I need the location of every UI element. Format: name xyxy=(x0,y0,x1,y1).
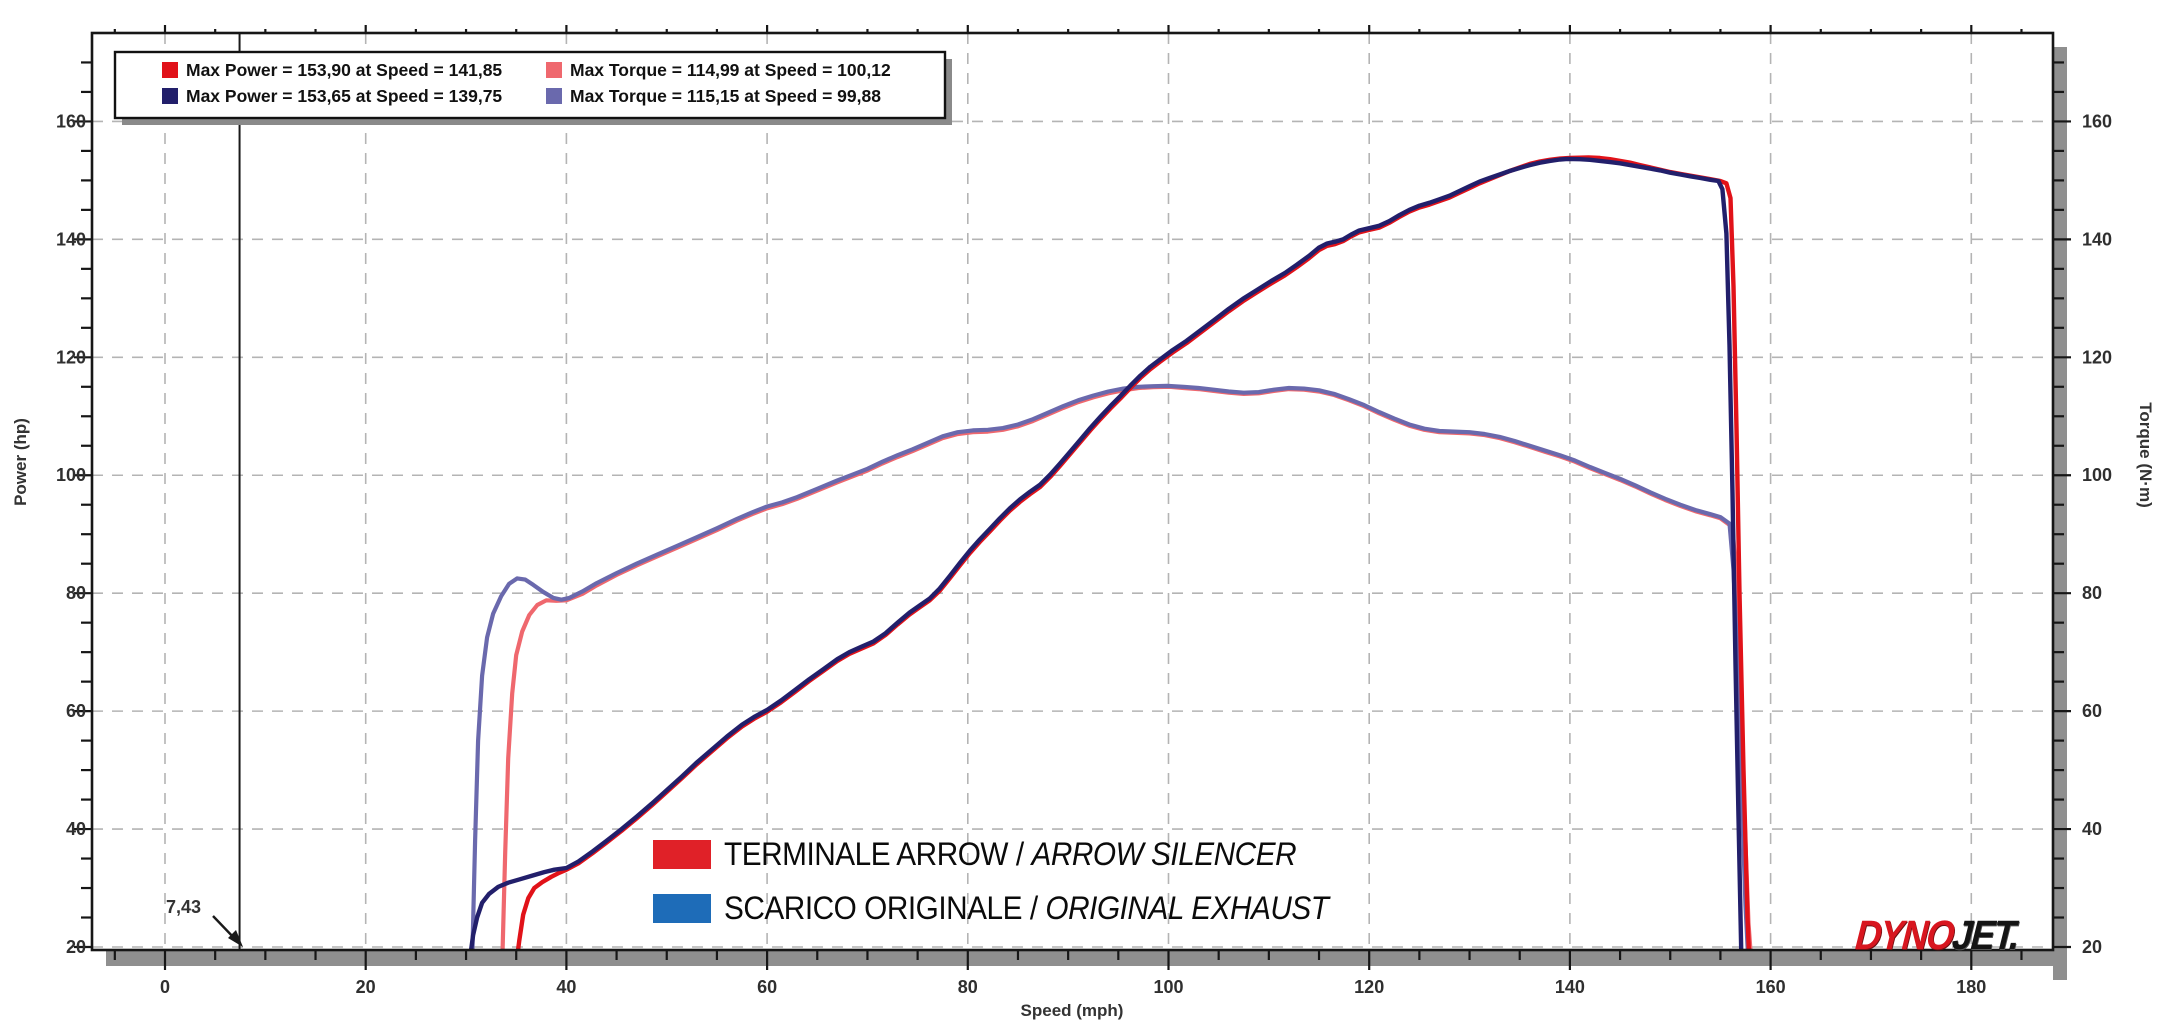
stats-legend-text: Max Torque = 114,99 at Speed = 100,12 xyxy=(570,60,891,80)
legend-entry-label: TERMINALE ARROW / ARROW SILENCER xyxy=(724,836,1297,872)
curves xyxy=(468,155,1753,950)
x-tick-label: 120 xyxy=(1354,977,1384,997)
legend-entry-original: SCARICO ORIGINALE / ORIGINAL EXHAUST xyxy=(653,890,1374,927)
dynojet-logo-dyno: DYNO xyxy=(1850,912,1960,958)
left-tick-label: 60 xyxy=(66,701,86,721)
x-tick-label: 40 xyxy=(556,977,576,997)
x-tick-label: 20 xyxy=(356,977,376,997)
axis-tick-labels: 0 20 40 60 80 100 120 140 160 180 20 20 40 40 60 60 80 80… xyxy=(56,111,2112,997)
right-tick-label: 20 xyxy=(2082,937,2102,957)
left-tick-label: 80 xyxy=(66,583,86,603)
left-axis-title: Power (hp) xyxy=(11,418,30,506)
right-tick-label: 120 xyxy=(2082,347,2112,367)
exhaust-legend: TERMINALE ARROW / ARROW SILENCER SCARICO… xyxy=(653,836,1374,927)
stats-legend-chip xyxy=(162,88,178,104)
original-color-swatch xyxy=(653,894,711,923)
stats-legend-text: Max Power = 153,90 at Speed = 141,85 xyxy=(186,60,502,80)
legend-entry-arrow: TERMINALE ARROW / ARROW SILENCER xyxy=(653,836,1374,873)
bottom-shadow-band xyxy=(106,950,2067,966)
right-tick-label: 40 xyxy=(2082,819,2102,839)
dynojet-logo-jet: JET. xyxy=(1947,912,2025,958)
stats-legend-text: Max Power = 153,65 at Speed = 139,75 xyxy=(186,86,502,106)
speed-marker-label: 7,43 xyxy=(166,897,201,917)
left-tick-label: 100 xyxy=(56,465,86,485)
plot-border xyxy=(90,31,2055,952)
gridlines xyxy=(92,33,2053,950)
frame-shadow xyxy=(106,47,2067,980)
left-tick-label: 40 xyxy=(66,819,86,839)
left-tick-label: 120 xyxy=(56,347,86,367)
right-tick-label: 140 xyxy=(2082,229,2112,249)
stats-legend-chip xyxy=(546,62,562,78)
right-shadow-band xyxy=(2053,47,2067,980)
right-tick-label: 80 xyxy=(2082,583,2102,603)
plot-frame xyxy=(90,31,2055,952)
right-axis-title: Torque (N·m) xyxy=(2136,402,2155,507)
left-tick-label: 20 xyxy=(66,937,86,957)
x-tick-label: 160 xyxy=(1756,977,1786,997)
left-tick-label: 160 xyxy=(56,111,86,131)
x-axis-title: Speed (mph) xyxy=(1021,1001,1124,1020)
x-tick-label: 140 xyxy=(1555,977,1585,997)
stats-legend-box: Max Power = 153,90 at Speed = 141,85 Max … xyxy=(113,50,952,125)
x-tick-label: 80 xyxy=(958,977,978,997)
series-torque-original-exhaust xyxy=(470,383,1750,950)
right-tick-label: 160 xyxy=(2082,111,2112,131)
x-tick-label: 0 xyxy=(160,977,170,997)
annotation-arrowhead xyxy=(228,930,243,947)
x-tick-label: 180 xyxy=(1956,977,1986,997)
left-tick-label: 140 xyxy=(56,229,86,249)
dynojet-logo: DYNOJET. xyxy=(1850,912,2025,958)
right-tick-label: 100 xyxy=(2082,465,2112,485)
stats-legend-chip xyxy=(162,62,178,78)
speed-marker-annotation: 7,43 xyxy=(166,897,243,947)
legend-entry-label: SCARICO ORIGINALE / ORIGINAL EXHAUST xyxy=(724,890,1329,926)
x-tick-label: 100 xyxy=(1153,977,1183,997)
arrow-color-swatch xyxy=(653,840,711,869)
stats-legend-text: Max Torque = 115,15 at Speed = 99,88 xyxy=(570,86,881,106)
x-tick-label: 60 xyxy=(757,977,777,997)
stats-legend-frame xyxy=(113,50,947,120)
axis-ticks xyxy=(74,25,2071,970)
series-power-original-exhaust xyxy=(468,156,1744,950)
stats-legend-chip xyxy=(546,88,562,104)
right-tick-label: 60 xyxy=(2082,701,2102,721)
